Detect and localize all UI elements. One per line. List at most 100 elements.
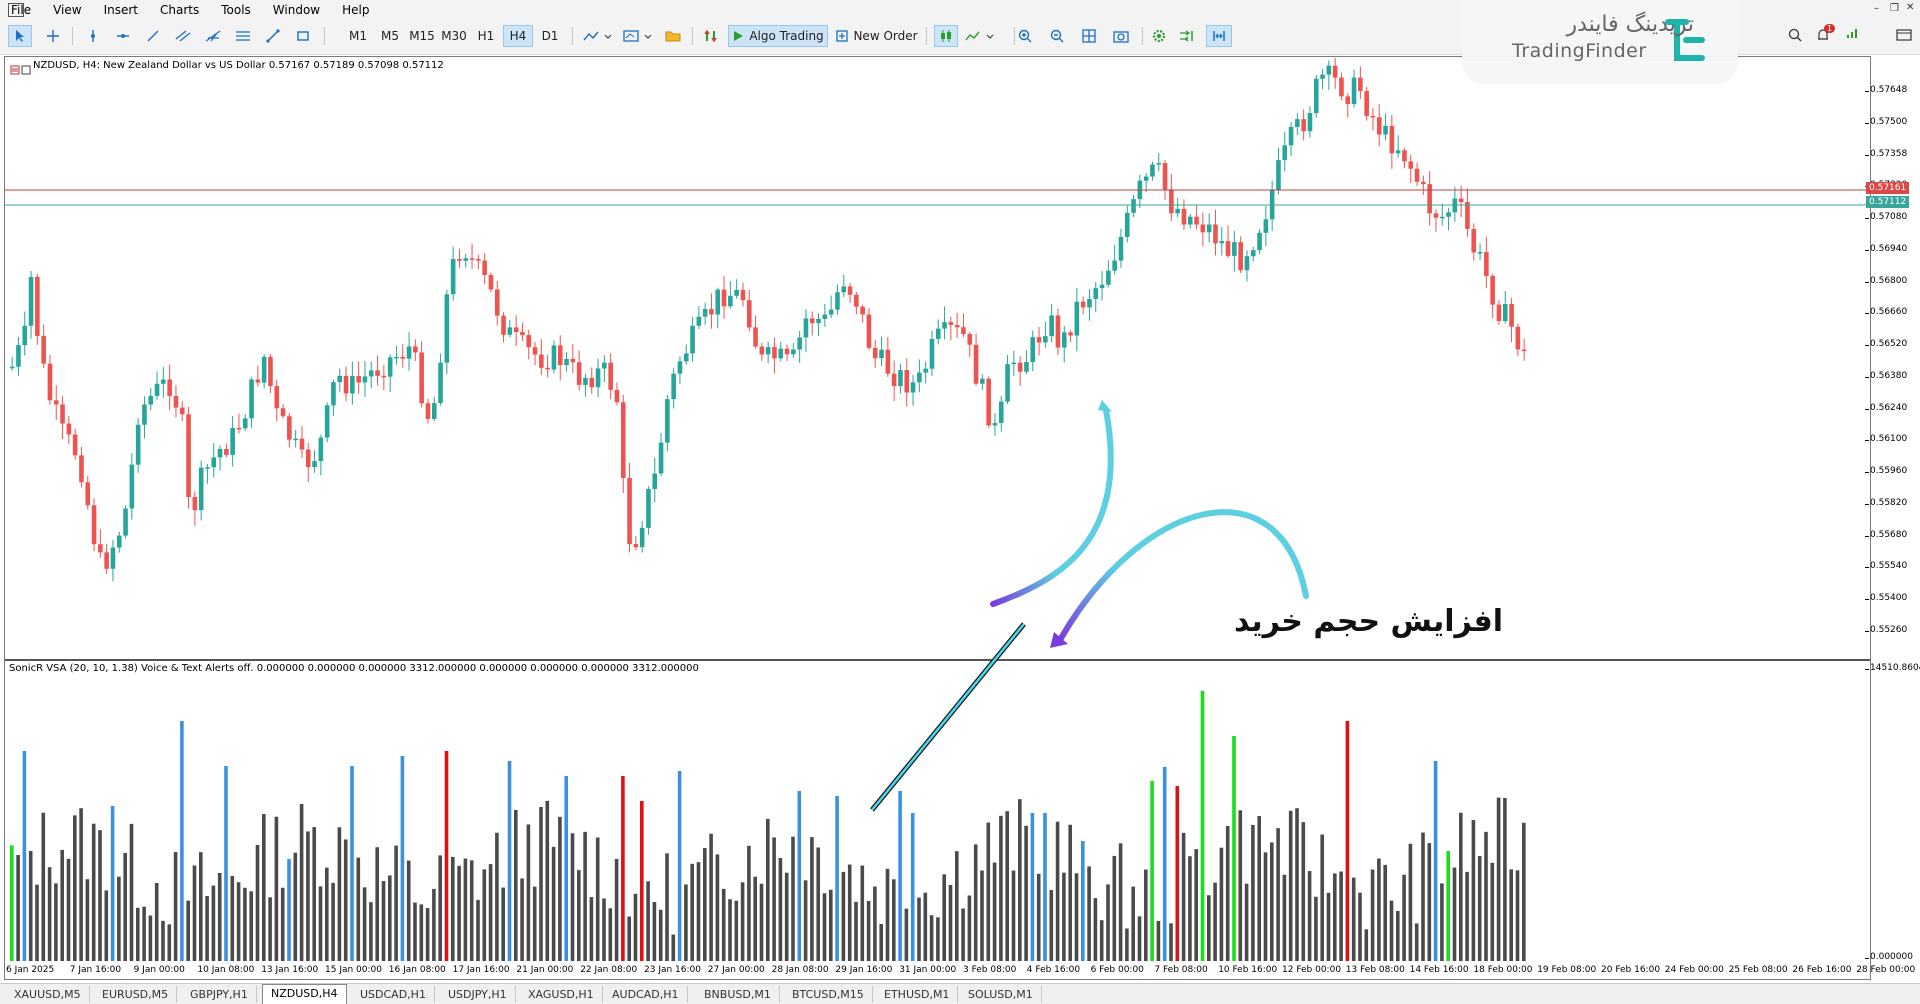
web-terminal-icon[interactable] — [1896, 28, 1912, 42]
volume-bar — [917, 897, 921, 961]
menu-view[interactable]: View — [53, 2, 82, 17]
timeframe-m30[interactable]: M30 — [441, 29, 467, 43]
candle-body — [1244, 256, 1250, 271]
strategy-tester-icon[interactable] — [1176, 25, 1198, 47]
tab-audcad-h1[interactable]: AUDCAD,H1 — [604, 986, 688, 1003]
tab-usdcad-h1[interactable]: USDCAD,H1 — [352, 986, 435, 1003]
time-label: 9 Jan 00:00 — [133, 965, 185, 975]
timeframe-m15[interactable]: M15 — [409, 29, 435, 43]
volume-bar — [1522, 822, 1526, 961]
candle-body — [828, 309, 834, 315]
vertical-line-icon[interactable] — [82, 25, 104, 47]
rectangle-icon[interactable] — [292, 25, 314, 47]
menu-charts[interactable]: Charts — [160, 2, 200, 17]
tab-gbpjpy-h1[interactable]: GBPJPY,H1 — [182, 986, 257, 1003]
candle-body — [1112, 260, 1117, 271]
candle-body — [1257, 232, 1262, 251]
menu-tools[interactable]: Tools — [221, 2, 251, 17]
candlestick-icon[interactable] — [934, 25, 958, 47]
candle-body — [1124, 212, 1130, 237]
tab-usdjpy-h1[interactable]: USDJPY,H1 — [440, 986, 516, 1003]
candle-body — [1496, 304, 1502, 322]
market-watch-icon[interactable] — [700, 25, 722, 47]
horizontal-line-icon[interactable] — [112, 25, 134, 47]
volume-bar — [230, 875, 235, 961]
chart-type-icon[interactable] — [580, 25, 616, 47]
volume-chart[interactable] — [5, 661, 1870, 971]
time-axis[interactable]: 6 Jan 2025 7 Jan 16:00 9 Jan 00:00 10 Jan 0… — [4, 963, 1915, 979]
volume-bar — [715, 854, 720, 961]
zoom-in-icon[interactable] — [1014, 25, 1036, 47]
tab-xagusd-h1[interactable]: XAGUSD,H1 — [520, 986, 603, 1003]
time-label: 24 Feb 00:00 — [1664, 965, 1724, 975]
volume-bar — [797, 791, 802, 961]
timeframe-h4[interactable]: H4 — [503, 25, 533, 47]
tile-windows-icon[interactable] — [1078, 25, 1100, 47]
candle-body — [923, 368, 928, 373]
pitchfork-icon[interactable] — [202, 25, 224, 47]
menu-file[interactable]: File — [11, 2, 32, 17]
restore-icon[interactable]: ❐ — [1890, 3, 1899, 14]
price-tick: 0.57358 — [1864, 148, 1908, 159]
volume-bar — [1326, 892, 1331, 961]
templates-icon[interactable] — [662, 25, 684, 47]
volume-bar — [847, 864, 852, 961]
signal-level-icon[interactable] — [1846, 26, 1860, 44]
candle-body — [242, 418, 248, 429]
tab-solusd-m1[interactable]: SOLUSD,M1 — [960, 986, 1042, 1003]
volume-bar — [709, 833, 713, 961]
volume-bar — [388, 875, 392, 961]
indicators-icon[interactable] — [620, 25, 656, 47]
new-order-button[interactable]: New Order — [836, 25, 918, 47]
tab-btcusd-m15[interactable]: BTCUSD,M15 — [784, 986, 873, 1003]
volume-bar — [1396, 911, 1400, 961]
candle-body — [255, 379, 261, 383]
cursor-icon[interactable] — [8, 25, 32, 47]
volume-bar — [1421, 832, 1425, 961]
volume-bar — [602, 898, 606, 961]
menu-window[interactable]: Window — [272, 2, 321, 17]
menu-insert[interactable]: Insert — [103, 2, 138, 17]
line-tool-icon[interactable] — [262, 25, 284, 47]
volume-bar — [419, 904, 424, 961]
fibonacci-icon[interactable] — [232, 25, 254, 47]
price-tick: 0.55680 — [1864, 529, 1908, 540]
candle-body — [280, 408, 286, 417]
volume-bar — [10, 845, 14, 961]
chart-window[interactable]: NZDUSD, H4: New Zealand Dollar vs US Dol… — [4, 56, 1871, 980]
volume-bar — [173, 851, 178, 961]
volume-bar — [1440, 883, 1444, 961]
volume-bar — [892, 879, 896, 961]
search-icon[interactable] — [1788, 28, 1802, 42]
candle-body — [400, 356, 406, 359]
timeframe-d1[interactable]: D1 — [541, 29, 559, 43]
menu-help[interactable]: Help — [342, 2, 370, 17]
minimize-icon[interactable]: – — [1874, 3, 1879, 14]
close-icon[interactable]: ✕ — [1906, 2, 1915, 13]
volume-bar — [463, 858, 468, 961]
volume-bar — [28, 850, 33, 961]
settings-gear-icon[interactable] — [1148, 25, 1170, 47]
screenshot-icon[interactable] — [1110, 25, 1132, 47]
price-axis[interactable]: 0.576480.575000.573580.572200.570800.569… — [1864, 56, 1920, 980]
autoscroll-icon[interactable] — [1206, 25, 1232, 47]
tab-bnbusd-m1[interactable]: BNBUSD,M1 — [696, 986, 780, 1003]
algo-trading-button[interactable]: Algo Trading — [728, 25, 828, 47]
candle-body — [205, 467, 210, 469]
zoom-out-icon[interactable] — [1046, 25, 1068, 47]
crosshair-icon[interactable] — [42, 25, 64, 47]
tab-ethusd-m1[interactable]: ETHUSD,M1 — [876, 986, 959, 1003]
timeframe-h1[interactable]: H1 — [477, 29, 495, 43]
candle-body — [1433, 213, 1439, 218]
tab-eurusd-m5[interactable]: EURUSD,M5 — [94, 986, 178, 1003]
channel-icon[interactable] — [172, 25, 194, 47]
price-chart[interactable] — [5, 57, 1870, 658]
chart-style-icon[interactable] — [962, 25, 998, 47]
volume-bar — [293, 852, 298, 961]
tab-nzdusd-h4[interactable]: NZDUSD,H4 — [262, 984, 347, 1004]
timeframe-m5[interactable]: M5 — [381, 29, 399, 43]
tab-xauusd-m5[interactable]: XAUUSD,M5 — [6, 986, 90, 1003]
trendline-icon[interactable] — [142, 25, 164, 47]
timeframe-m1[interactable]: M1 — [349, 29, 367, 43]
volume-bar — [47, 867, 52, 961]
